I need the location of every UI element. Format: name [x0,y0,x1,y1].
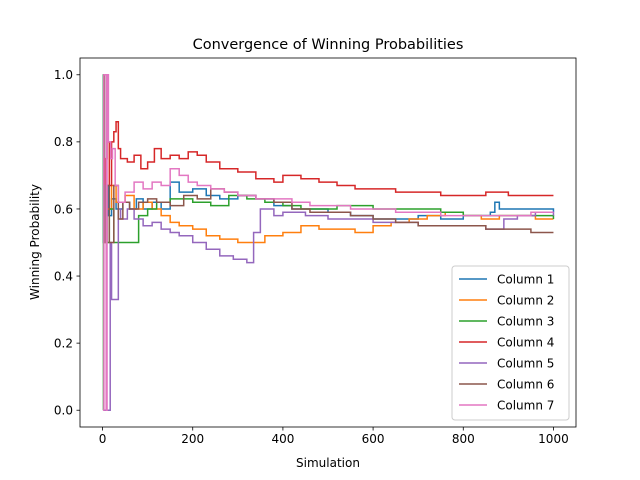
y-tick-label: 0.6 [54,202,73,216]
plot-lines [102,74,555,411]
legend-label-4: Column 4 [497,335,554,349]
y-tick-label: 0.8 [54,135,73,149]
y-tick-label: 0.4 [54,269,73,283]
legend-label-3: Column 3 [497,314,554,328]
legend-label-6: Column 6 [497,377,554,391]
y-tick-label: 0.0 [54,404,73,418]
x-tick-label: 1000 [538,432,569,446]
x-tick-label: 200 [181,432,204,446]
series-line-6 [103,74,554,244]
y-tick-label: 1.0 [54,68,73,82]
series-line-3 [102,74,555,411]
chart-title: Convergence of Winning Probabilities [193,37,464,53]
legend-label-2: Column 2 [497,293,554,307]
x-axis-label: Simulation [296,456,360,470]
series-line-7 [103,74,554,411]
legend-label-1: Column 1 [497,272,554,286]
legend-label-7: Column 7 [497,398,554,412]
x-axis: 0 200 400 600 800 1000 [99,427,569,446]
legend: Column 1 Column 2 Column 3 Column 4 Column 5… [451,265,570,421]
x-tick-label: 800 [452,432,475,446]
x-tick-label: 0 [99,432,107,446]
y-axis: 0.0 0.2 0.4 0.6 0.8 1.0 [54,68,80,418]
legend-box [451,265,570,421]
y-axis-label: Winning Probability [28,184,42,300]
plot-frame [79,57,577,428]
x-tick-label: 600 [362,432,385,446]
y-tick-label: 0.2 [54,336,73,350]
legend-label-5: Column 5 [497,356,554,370]
x-tick-label: 400 [271,432,294,446]
series-line-4 [103,74,554,197]
